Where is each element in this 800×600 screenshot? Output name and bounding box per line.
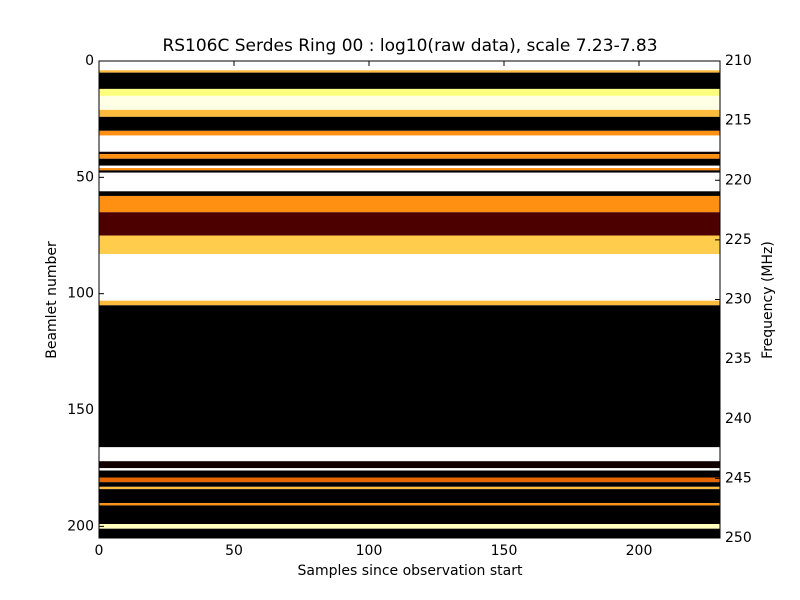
heatmap-band bbox=[99, 154, 720, 159]
heatmap-band bbox=[99, 135, 720, 152]
x-tick-label: 200 bbox=[626, 543, 653, 559]
heatmap-band bbox=[99, 470, 720, 478]
y-tick-label: 0 bbox=[85, 53, 94, 69]
heatmap-band bbox=[99, 486, 720, 490]
x-tick-label: 50 bbox=[225, 543, 243, 559]
heatmap-band bbox=[99, 109, 720, 117]
y2-tick-label: 225 bbox=[725, 232, 752, 248]
x-tick-label: 0 bbox=[95, 543, 104, 559]
heatmap-band bbox=[99, 305, 720, 448]
y2-tick-label: 210 bbox=[725, 53, 752, 69]
heatmap-band bbox=[99, 447, 720, 462]
heatmap-band bbox=[99, 505, 720, 525]
y2-tick-label: 245 bbox=[725, 470, 752, 486]
heatmap-band bbox=[99, 195, 720, 213]
x-tick-label: 100 bbox=[356, 543, 383, 559]
heatmap-band bbox=[99, 61, 720, 71]
heatmap-band bbox=[99, 130, 720, 136]
y-tick-label: 200 bbox=[67, 518, 94, 534]
y2-tick-label: 235 bbox=[725, 351, 752, 367]
heatmap-band bbox=[99, 158, 720, 166]
heatmap-band bbox=[99, 170, 720, 173]
y-tick-label: 100 bbox=[67, 286, 94, 302]
y2-tick-label: 250 bbox=[725, 530, 752, 546]
heatmap-band bbox=[99, 168, 720, 171]
y2-tick-label: 230 bbox=[725, 292, 752, 308]
heatmap-band bbox=[99, 116, 720, 131]
heatmap-band bbox=[99, 235, 720, 255]
y-axis-label: Beamlet number bbox=[44, 241, 60, 359]
y2-axis-label: Frequency (MHz) bbox=[760, 241, 776, 359]
heatmap-band bbox=[99, 191, 720, 196]
heatmap-band bbox=[99, 477, 720, 483]
heatmap-band bbox=[99, 300, 720, 306]
x-axis-label: Samples since observation start bbox=[298, 563, 523, 579]
heatmap-band bbox=[99, 528, 720, 538]
heatmap-band bbox=[99, 72, 720, 89]
y2-tick-label: 215 bbox=[725, 113, 752, 129]
heatmap-band bbox=[99, 524, 720, 529]
y-tick-label: 150 bbox=[67, 402, 94, 418]
chart-title: RS106C Serdes Ring 00 : log10(raw data),… bbox=[162, 36, 657, 56]
y2-tick-label: 240 bbox=[725, 411, 752, 427]
heatmap-band bbox=[99, 468, 720, 471]
heatmap-band bbox=[99, 212, 720, 236]
heatmap-band bbox=[99, 482, 720, 487]
heatmap-band bbox=[99, 172, 720, 192]
heatmap-band bbox=[99, 151, 720, 155]
heatmap-band bbox=[99, 461, 720, 469]
heatmap-band bbox=[99, 88, 720, 96]
x-tick-label: 150 bbox=[491, 543, 518, 559]
heatmap-band bbox=[99, 503, 720, 506]
y2-tick-label: 220 bbox=[725, 172, 752, 188]
heatmap-band bbox=[99, 95, 720, 110]
heatmap-band bbox=[99, 489, 720, 504]
heatmap-band bbox=[99, 165, 720, 169]
y-tick-label: 50 bbox=[76, 169, 94, 185]
heatmap-band bbox=[99, 254, 720, 301]
heatmap-band bbox=[99, 70, 720, 73]
